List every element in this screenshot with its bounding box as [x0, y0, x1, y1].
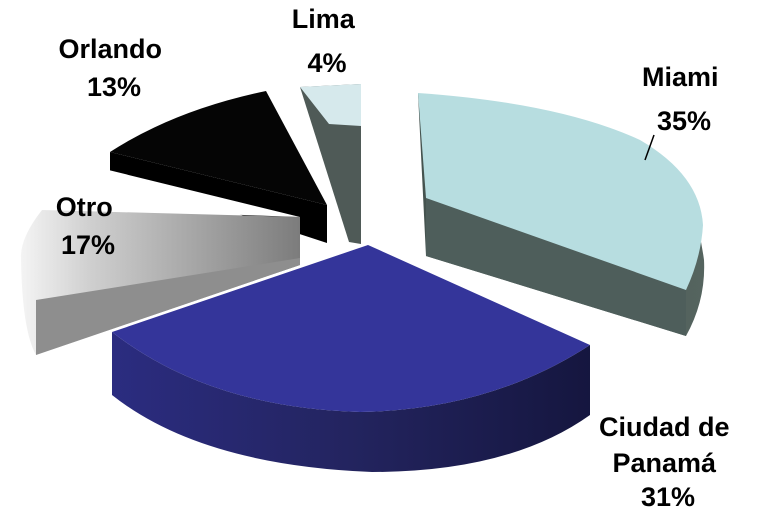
label-otro: Otro 17%: [56, 192, 121, 260]
slice-miami-right-edge: [426, 198, 686, 336]
slice-otro: [20, 165, 301, 355]
slice-miami-top: [418, 93, 703, 290]
slice-panama-top: [112, 245, 590, 412]
label-miami: Miami 35%: [642, 62, 726, 136]
slice-otro-top: [43, 165, 300, 217]
label-miami-value: 35%: [657, 106, 711, 136]
slice-panama: [112, 245, 590, 472]
miami-leader-line: [644, 134, 655, 161]
label-orlando-name: Orlando: [58, 34, 162, 64]
label-panama-name-line2: Panamá: [612, 448, 717, 478]
slice-lima: [300, 84, 361, 244]
slice-miami: [418, 93, 705, 336]
slice-lima-top: [300, 84, 361, 126]
label-orlando: Orlando 13%: [58, 34, 169, 102]
label-orlando-value: 13%: [87, 72, 141, 102]
label-otro-name: Otro: [56, 192, 113, 222]
label-otro-value: 17%: [61, 230, 115, 260]
slice-otro-front: [36, 258, 300, 355]
slice-orlando-top: [110, 91, 327, 205]
label-panama-value: 31%: [641, 482, 695, 510]
label-panama: Ciudad de Panamá 31%: [599, 412, 737, 510]
label-lima-name: Lima: [292, 4, 356, 34]
label-panama-name-line1: Ciudad de: [599, 412, 730, 442]
label-lima: Lima 4%: [292, 4, 363, 78]
label-lima-value: 4%: [307, 48, 346, 78]
slice-panama-side: [112, 332, 590, 472]
label-miami-name: Miami: [642, 62, 719, 92]
